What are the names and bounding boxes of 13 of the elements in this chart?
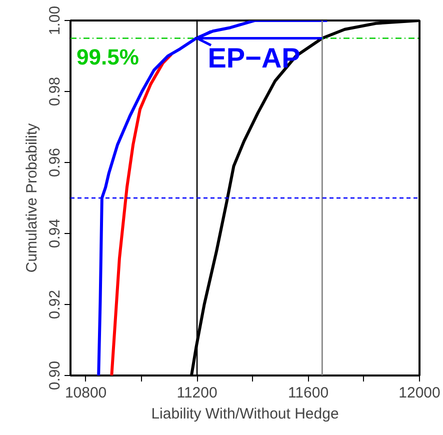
- x-axis-title: Liability With/Without Hedge: [151, 406, 339, 422]
- y-tick-label: 0.92: [46, 290, 64, 320]
- x-tick-label: 11600: [288, 384, 329, 402]
- x-tick-label: 10800: [64, 384, 107, 402]
- y-axis-title: Cumulative Probability: [24, 122, 40, 273]
- x-tick-label: 12000: [398, 384, 440, 402]
- y-tick-label: 0.90: [46, 360, 64, 390]
- y-tick-label: 0.98: [46, 76, 64, 106]
- y-tick-label: 0.94: [46, 218, 64, 248]
- y-tick-label: 1.00: [46, 6, 64, 36]
- x-tick-label: 11200: [176, 384, 218, 402]
- ref-line-label: 99.5%: [76, 44, 139, 70]
- y-tick-label: 0.96: [46, 148, 64, 178]
